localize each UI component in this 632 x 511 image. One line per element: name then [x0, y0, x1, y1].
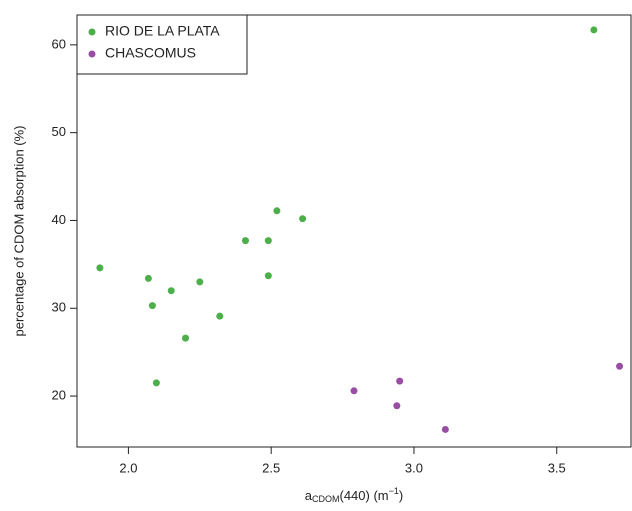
legend-marker — [88, 50, 96, 58]
y-tick-label: 60 — [52, 36, 66, 51]
point — [396, 377, 404, 385]
point — [393, 402, 401, 410]
x-tick-label: 2.5 — [262, 460, 280, 475]
point — [152, 379, 160, 387]
x-label-sub: CDOM — [312, 494, 340, 504]
x-label-sup: −1 — [389, 486, 399, 496]
legend-marker — [88, 28, 96, 36]
y-tick-label: 20 — [52, 388, 66, 403]
x-tick-label: 3.5 — [548, 460, 566, 475]
point — [299, 215, 307, 223]
point — [167, 287, 175, 295]
point — [148, 302, 156, 310]
point — [264, 272, 272, 280]
point — [590, 26, 598, 34]
point — [264, 237, 272, 245]
point — [241, 237, 249, 245]
legend-label: CHASCOMUS — [105, 45, 196, 61]
legend-box — [76, 14, 248, 75]
point — [182, 334, 190, 342]
y-axis-label: percentage of CDOM absorption (%) — [11, 126, 26, 337]
x-axis-label: aCDOM(440) (m−1) — [305, 486, 403, 504]
point — [96, 264, 104, 272]
x-tick-label: 3.0 — [405, 460, 423, 475]
x-tick-label: 2.0 — [119, 460, 137, 475]
x-label-main: (440) (m — [340, 488, 389, 503]
point — [144, 274, 152, 282]
x-label-end: ) — [399, 488, 403, 503]
x-label-base: a — [305, 488, 313, 503]
y-tick-label: 30 — [52, 300, 66, 315]
point — [441, 425, 449, 433]
y-tick-label: 40 — [52, 212, 66, 227]
y-tick-label: 50 — [52, 124, 66, 139]
point — [273, 207, 281, 215]
point — [350, 387, 358, 395]
point — [616, 362, 624, 370]
point — [196, 278, 204, 286]
point — [216, 312, 224, 320]
legend-label: RIO DE LA PLATA — [105, 23, 220, 39]
plot-frame — [76, 14, 632, 448]
